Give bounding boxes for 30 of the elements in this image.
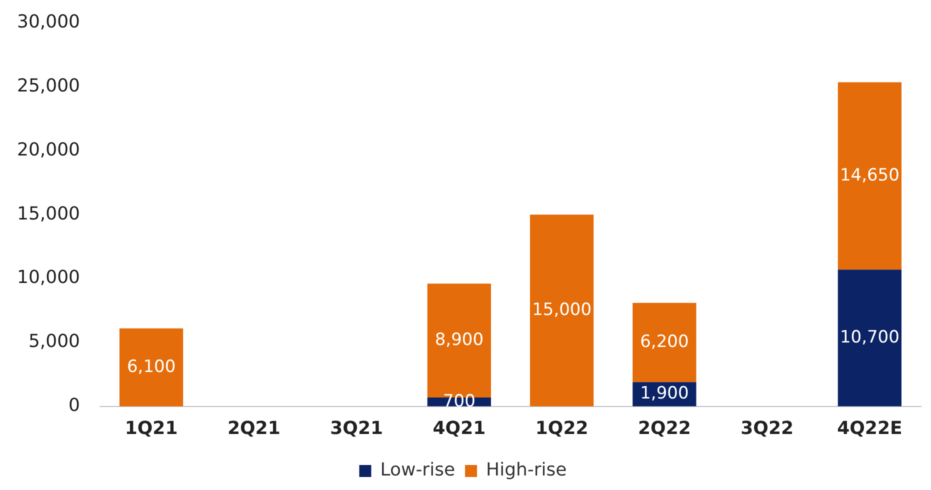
y-tick-label: 30,000 xyxy=(17,11,80,32)
x-tick-label: 3Q22 xyxy=(740,418,794,439)
data-label: 15,000 xyxy=(532,300,592,320)
y-tick-label: 25,000 xyxy=(17,75,80,96)
data-label: 8,900 xyxy=(434,330,484,350)
bar xyxy=(632,302,696,382)
legend-label: High-rise xyxy=(486,460,567,481)
y-tick-label: 20,000 xyxy=(17,139,80,160)
data-label: 1,900 xyxy=(640,384,689,404)
x-tick-label: 4Q21 xyxy=(432,418,486,439)
x-tick-label: 2Q22 xyxy=(638,418,691,439)
data-label: 10,700 xyxy=(840,327,900,348)
data-label: 6,100 xyxy=(126,356,176,377)
x-tick-label: 4Q22E xyxy=(837,418,902,439)
y-tick-label: 5,000 xyxy=(28,331,80,352)
bar xyxy=(530,214,594,406)
x-tick-label: 1Q21 xyxy=(124,418,178,439)
x-tick-label: 2Q21 xyxy=(227,418,280,439)
bar xyxy=(838,270,902,406)
bar xyxy=(119,328,184,406)
data-label: 700 xyxy=(442,391,476,412)
bar xyxy=(838,82,902,270)
data-label: 14,650 xyxy=(840,165,900,186)
data-label: 6,200 xyxy=(640,332,689,352)
x-tick-label: 3Q21 xyxy=(330,418,383,439)
legend-label: Low-rise xyxy=(380,460,456,481)
y-tick-label: 10,000 xyxy=(17,267,80,288)
x-tick-label: 1Q22 xyxy=(535,418,588,439)
y-tick-label: 0 xyxy=(68,395,80,416)
y-tick-label: 15,000 xyxy=(17,203,80,224)
